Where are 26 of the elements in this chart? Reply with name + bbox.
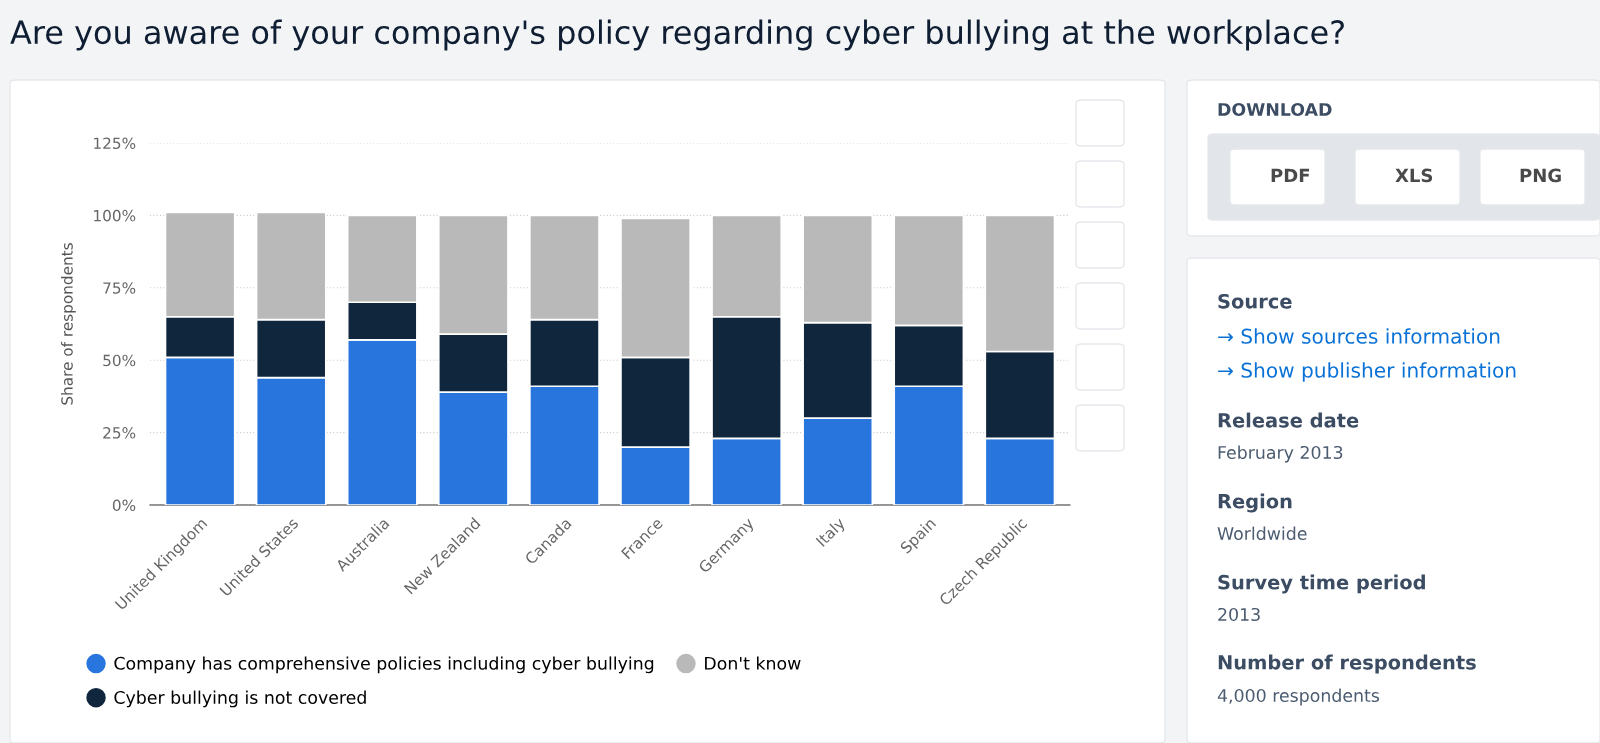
chart-title: Are you aware of your company's policy regarding cyber bullying at the workplace? <box>10 19 1344 51</box>
text: Survey time period <box>1218 574 1425 594</box>
y-tick-label: 50% <box>103 354 136 367</box>
text: Source <box>1218 293 1292 309</box>
text: DOWNLOAD <box>1218 102 1332 117</box>
text: Number of respondents <box>1218 654 1476 674</box>
y-tick-label: 0% <box>112 499 136 512</box>
y-tick-label: 75% <box>103 282 136 294</box>
text: PDF <box>1271 168 1310 182</box>
legend-label: Don't know <box>705 656 801 670</box>
text: 4,000 respondents <box>1217 688 1380 706</box>
legend-label: Cyber bullying is not covered <box>114 690 366 708</box>
text: Worldwide <box>1217 526 1307 541</box>
text: Region <box>1218 493 1292 513</box>
text: → Show sources information <box>1218 328 1500 344</box>
y-tick-label: 125% <box>94 137 136 150</box>
text: 2013 <box>1218 607 1260 622</box>
text: PNG <box>1520 168 1561 183</box>
y-tick-label: 25% <box>103 427 136 439</box>
legend-label: Company has comprehensive policies including cyber bullying <box>114 656 654 674</box>
text: Release date <box>1218 412 1359 428</box>
text: February 2013 <box>1218 445 1343 463</box>
y-axis-title: Share of respondents <box>60 243 76 405</box>
text: XLS <box>1395 168 1433 183</box>
y-tick-label: 100% <box>94 209 136 222</box>
text: → Show publisher information <box>1218 362 1516 382</box>
